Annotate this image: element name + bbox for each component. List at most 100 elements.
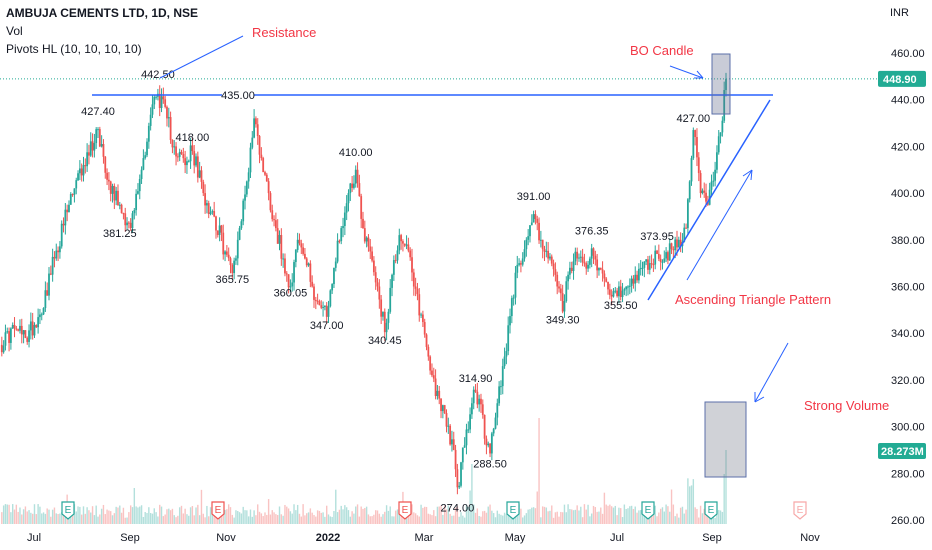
volume-bar [287, 508, 290, 524]
candle-body [405, 244, 408, 246]
pivots-indicator-label[interactable]: Pivots HL (10, 10, 10, 10) [6, 42, 142, 56]
candle-body [86, 152, 89, 167]
earnings-marker[interactable]: E [704, 501, 718, 520]
candle-body [71, 194, 74, 196]
volume-bar [276, 515, 279, 524]
candle-body [285, 273, 288, 275]
volume-bar [280, 514, 283, 524]
volume-bar [592, 505, 595, 524]
earnings-marker[interactable]: E [211, 501, 225, 520]
volume-bar [175, 517, 177, 524]
volume-bar [480, 516, 482, 524]
candle-body [9, 328, 12, 343]
volume-bar [267, 499, 270, 524]
candle-body [378, 286, 381, 300]
symbol-title[interactable]: AMBUJA CEMENTS LTD, 1D, NSE [6, 6, 199, 20]
candle-body [398, 235, 401, 251]
pivot-label: 373.95 [640, 231, 674, 243]
volume-bar [667, 506, 669, 524]
candle-body [441, 405, 444, 412]
volume-bar [160, 506, 163, 524]
candle-body [694, 130, 697, 138]
volume-bar [82, 506, 85, 524]
volume-bar [75, 511, 77, 524]
candle-body [322, 306, 324, 308]
volume-bar [369, 516, 371, 524]
candle-body [510, 298, 513, 317]
candle-body [236, 239, 239, 259]
volume-bar [124, 517, 126, 524]
candle-body [686, 199, 689, 229]
candle-body [166, 106, 168, 119]
candle-body [113, 185, 116, 201]
candle-body [104, 156, 107, 173]
candle-body [543, 249, 546, 252]
volume-bar [400, 509, 402, 524]
candle-body [149, 114, 152, 126]
candle-body [688, 181, 691, 200]
volume-bar [603, 492, 606, 524]
volume-bar [320, 512, 322, 524]
candle-body [363, 228, 366, 242]
price-axis-tick-label: 380.00 [891, 235, 925, 247]
candle-body [213, 211, 216, 217]
candle-body [569, 267, 571, 275]
volume-bar [418, 516, 420, 524]
earnings-marker[interactable]: E [506, 501, 520, 520]
earnings-marker[interactable]: E [793, 501, 807, 520]
volume-bar [440, 505, 442, 524]
earnings-marker-shape [398, 501, 412, 520]
candle-body [173, 146, 176, 148]
bo-candle-arrow-head [694, 70, 704, 79]
volume-bar [556, 511, 558, 524]
candle-body [699, 173, 702, 194]
candle-body [391, 274, 393, 288]
volume-bar [289, 511, 292, 524]
volume-bar [558, 516, 560, 524]
volume-bar [574, 509, 577, 524]
volume-bar [271, 510, 273, 524]
earnings-marker[interactable]: E [641, 501, 655, 520]
volume-bar [333, 511, 335, 524]
volume-bar [376, 510, 379, 524]
volume-bar [37, 504, 39, 524]
volume-bar [707, 512, 709, 524]
candle-body [260, 154, 263, 159]
volume-bar [115, 506, 117, 524]
volume-bar [429, 514, 431, 524]
candle-body [383, 311, 386, 333]
volume-bar [77, 506, 79, 524]
earnings-marker[interactable]: E [398, 501, 412, 520]
volume-bar [525, 513, 528, 524]
volume-bar [51, 509, 54, 524]
candle-body [353, 183, 355, 188]
ascending-trendline[interactable] [647, 99, 771, 301]
candle-body [300, 243, 303, 248]
volume-bar [641, 506, 644, 524]
volume-bar [409, 513, 411, 524]
candle-body [697, 157, 700, 174]
candle-body [565, 281, 568, 302]
volume-bar [251, 516, 253, 524]
volume-indicator-label[interactable]: Vol [6, 24, 23, 38]
candle-body [614, 290, 617, 292]
volume-bar [482, 511, 484, 524]
volume-bar [674, 516, 676, 524]
candle-body [178, 151, 181, 157]
candle-body [625, 286, 628, 290]
earnings-marker[interactable]: E [61, 501, 75, 520]
volume-bar [583, 504, 586, 524]
volume-bar [146, 512, 148, 524]
candle-body [313, 286, 315, 300]
volume-bar [694, 507, 696, 524]
volume-bar [178, 507, 181, 524]
candle-body [445, 413, 448, 427]
volume-bar [300, 516, 302, 524]
candle-body [538, 222, 540, 241]
volume-bar [164, 514, 166, 524]
volume-bar [678, 517, 680, 524]
candle-body [276, 228, 279, 244]
volume-bar [108, 510, 110, 524]
volume-bar [454, 507, 457, 524]
